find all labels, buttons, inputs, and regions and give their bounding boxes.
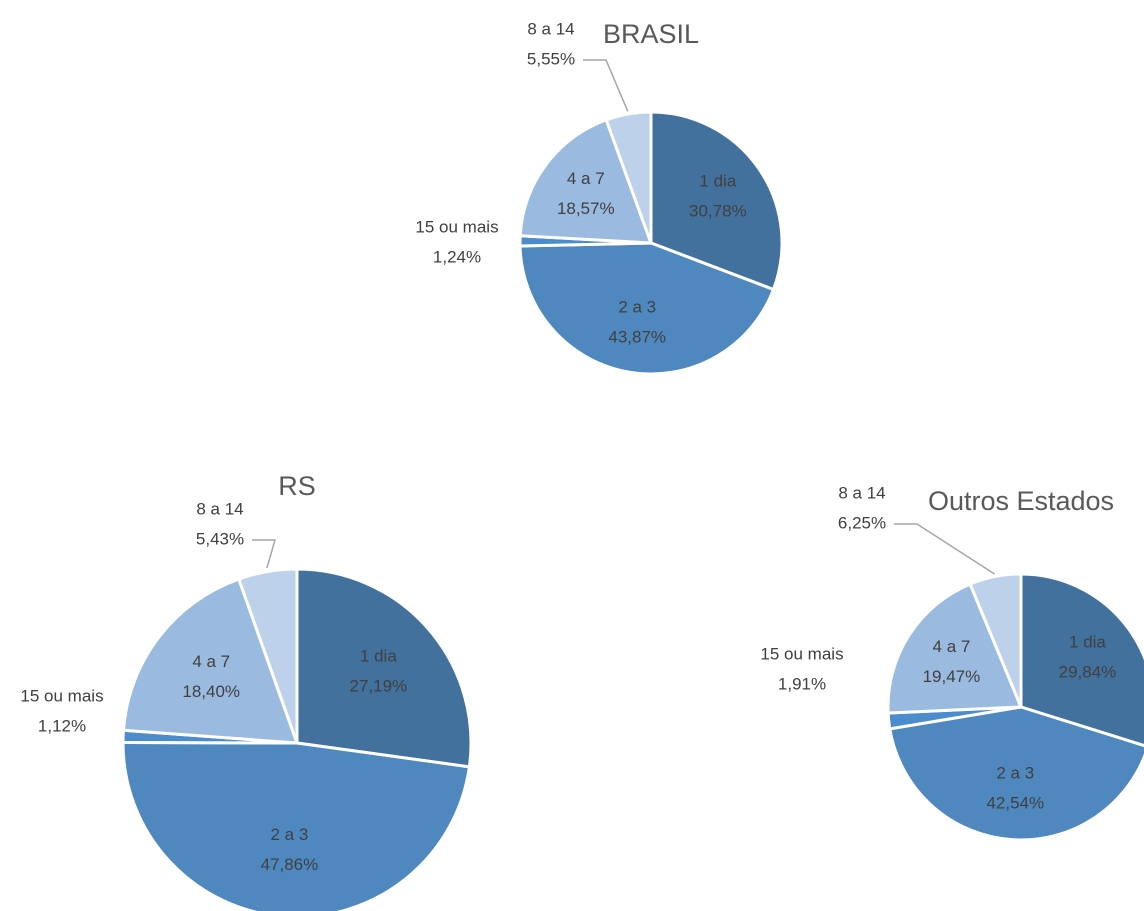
chart-title: BRASIL	[603, 19, 699, 49]
data-label-value: 1,12%	[38, 716, 86, 735]
pie-slice	[1019, 572, 1144, 748]
leader-line	[894, 523, 995, 575]
data-label-value: 18,57%	[557, 199, 615, 218]
data-label-value: 42,54%	[986, 794, 1044, 813]
data-label-category: 8 a 14	[196, 499, 243, 518]
data-label-value: 19,47%	[923, 667, 981, 686]
pie-slice	[121, 577, 300, 745]
data-label-value: 6,25%	[838, 513, 886, 532]
pie-slice	[236, 567, 299, 744]
data-label-category: 4 a 7	[567, 169, 605, 188]
leader-line	[252, 539, 276, 569]
pie-slice	[295, 567, 473, 769]
data-label-category: 8 a 14	[838, 483, 885, 502]
data-label-value: 30,78%	[689, 201, 747, 220]
data-label-value: 5,43%	[196, 529, 244, 548]
data-label-category: 2 a 3	[618, 298, 656, 317]
pie-slice	[121, 740, 472, 911]
pie-slice	[888, 705, 1144, 842]
data-label-value: 18,40%	[182, 682, 240, 701]
data-label-category: 4 a 7	[933, 637, 971, 656]
pie-slice	[604, 110, 653, 244]
data-label-value: 1,91%	[778, 674, 826, 693]
data-label-value: 5,55%	[527, 49, 575, 68]
data-label-category: 1 dia	[1069, 633, 1106, 652]
data-label-category: 1 dia	[360, 647, 397, 666]
pie-slice	[886, 582, 1024, 715]
pie-slice	[968, 572, 1023, 708]
data-label-category: 2 a 3	[996, 764, 1034, 783]
chart-title: RS	[278, 471, 316, 501]
pie-slice	[649, 110, 784, 292]
data-label-value: 47,86%	[261, 855, 319, 874]
data-label-category: 2 a 3	[271, 825, 309, 844]
data-label-category: 15 ou mais	[20, 686, 103, 705]
data-label-value: 1,24%	[433, 247, 481, 266]
data-label-value: 43,87%	[608, 328, 666, 347]
leader-line	[583, 59, 629, 112]
data-label-category: 4 a 7	[192, 652, 230, 671]
data-label-category: 1 dia	[699, 171, 736, 190]
data-label-category: 15 ou mais	[415, 217, 498, 236]
pie-slice	[518, 117, 654, 245]
data-label-value: 27,19%	[350, 677, 408, 696]
data-label-category: 15 ou mais	[760, 644, 843, 663]
data-label-value: 29,84%	[1059, 663, 1117, 682]
chart-title: Outros Estados	[928, 486, 1114, 516]
pie-slice	[518, 241, 776, 376]
data-label-category: 8 a 14	[527, 19, 574, 38]
